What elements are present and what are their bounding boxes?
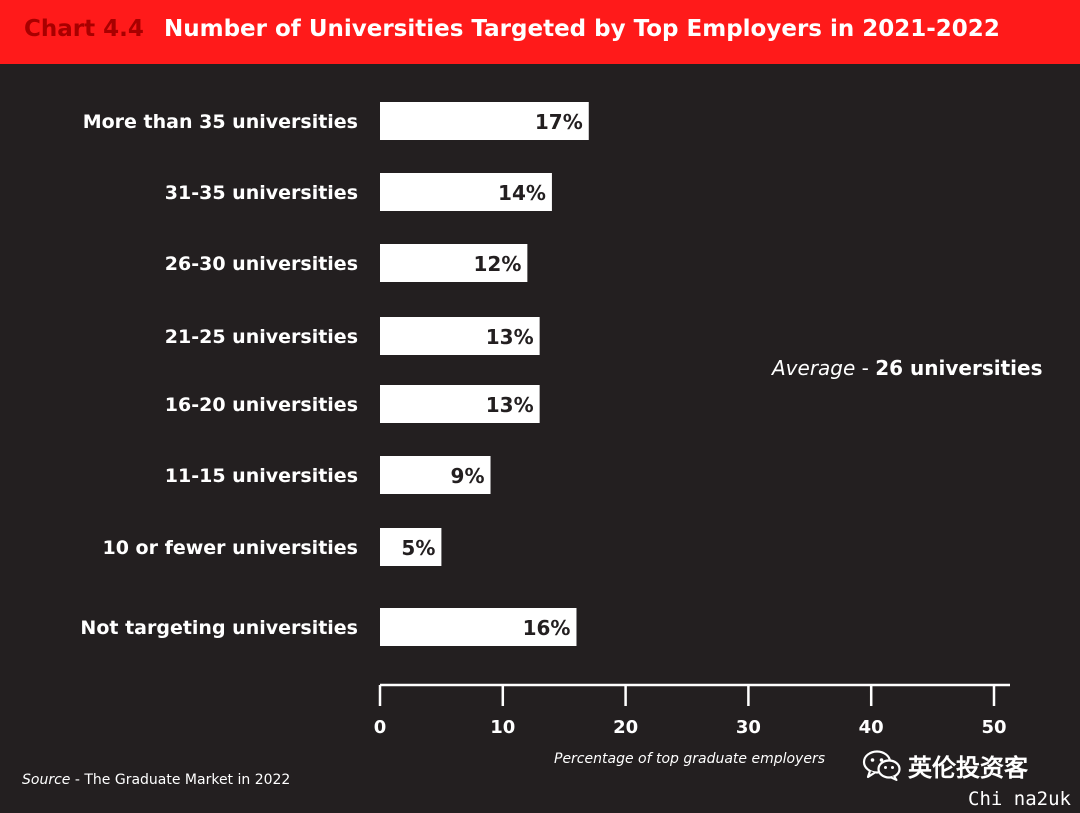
bar [380, 317, 540, 355]
chart-title: Number of Universities Targeted by Top E… [164, 16, 1000, 42]
data-label: 13% [486, 393, 534, 417]
corner-watermark: Chi na2uk [968, 788, 1071, 810]
x-tick-label: 10 [490, 717, 515, 738]
watermark-text: 英伦投资客 [908, 753, 1028, 782]
chart-number: Chart 4.4 [24, 16, 144, 42]
x-tick-label: 50 [981, 717, 1006, 738]
average-label: Average [772, 356, 856, 380]
bar [380, 102, 589, 140]
average-annotation: Average - 26 universities [772, 356, 1043, 380]
bar [380, 173, 552, 211]
header-bar: Chart 4.4 Number of Universities Targete… [0, 0, 1080, 64]
x-tick-label: 20 [613, 717, 638, 738]
data-label: 12% [473, 252, 521, 276]
data-label: 9% [451, 464, 485, 488]
bar [380, 608, 577, 646]
category-label: 16-20 universities [165, 394, 358, 416]
data-label: 17% [535, 110, 583, 134]
wechat-icon [862, 750, 901, 781]
category-label: 11-15 universities [165, 465, 358, 487]
x-tick-label: 40 [859, 717, 884, 738]
average-value: 26 universities [875, 356, 1043, 380]
bar [380, 244, 528, 282]
x-tick-label: 30 [736, 717, 761, 738]
category-label: 21-25 universities [165, 326, 358, 348]
bar [380, 385, 540, 423]
source-text: The Graduate Market in 2022 [84, 772, 291, 788]
data-label: 5% [401, 536, 435, 560]
category-label: 26-30 universities [165, 253, 358, 275]
x-tick-label: 0 [374, 717, 387, 738]
data-label: 14% [498, 181, 546, 205]
category-label: Not targeting universities [80, 617, 358, 639]
watermark: 英伦投资客 [862, 748, 1028, 782]
average-separator: - [855, 356, 876, 380]
source-label: Source [22, 772, 71, 788]
data-label: 13% [486, 325, 534, 349]
source-note: Source - The Graduate Market in 2022 [22, 772, 290, 788]
bar [380, 456, 491, 494]
category-label: 31-35 universities [165, 182, 358, 204]
source-separator: - [70, 772, 85, 788]
category-label: 10 or fewer universities [103, 537, 359, 559]
x-axis-title: Percentage of top graduate employers [554, 751, 826, 767]
category-label: More than 35 universities [83, 111, 358, 133]
data-label: 16% [523, 616, 571, 640]
bar [380, 528, 442, 566]
